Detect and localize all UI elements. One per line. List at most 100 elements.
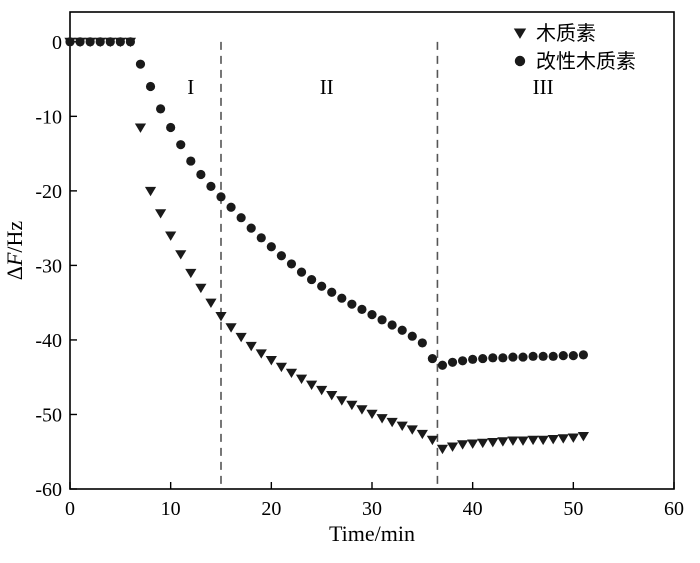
- triangle-marker: [134, 123, 147, 133]
- triangle-marker: [386, 417, 398, 428]
- circle-marker: [357, 304, 367, 314]
- triangle-marker: [457, 440, 469, 450]
- circle-marker: [256, 233, 266, 243]
- circle-marker: [276, 251, 286, 261]
- triangle-marker: [295, 374, 308, 385]
- triangle-marker: [487, 438, 499, 448]
- circle-marker: [437, 360, 448, 370]
- triangle-marker: [477, 438, 489, 449]
- region-label: I: [187, 75, 194, 99]
- circle-marker: [347, 299, 357, 309]
- circle-marker: [236, 213, 246, 223]
- circle-marker: [176, 140, 186, 150]
- triangle-marker: [513, 28, 527, 39]
- triangle-marker: [376, 414, 388, 424]
- circle-marker: [498, 353, 508, 363]
- x-tick-label: 0: [65, 498, 75, 520]
- legend-label: 木质素: [536, 21, 596, 45]
- x-tick-label: 60: [664, 498, 684, 520]
- triangle-marker: [396, 421, 408, 431]
- circle-marker: [478, 353, 488, 364]
- triangle-marker: [185, 268, 197, 279]
- circle-marker: [186, 156, 196, 166]
- triangle-marker: [175, 250, 187, 260]
- circle-marker: [367, 309, 377, 320]
- triangle-marker: [366, 409, 378, 420]
- triangle-marker: [316, 385, 328, 396]
- triangle-marker: [517, 436, 529, 446]
- triangle-marker: [406, 425, 418, 435]
- circle-marker: [296, 267, 307, 277]
- x-axis-label: Time/min: [329, 521, 415, 546]
- circle-marker: [75, 37, 85, 47]
- y-axis-label: ΔF/Hz: [2, 221, 27, 281]
- circle-marker: [538, 351, 548, 361]
- circle-marker: [196, 169, 206, 180]
- circle-marker: [166, 122, 176, 133]
- triangle-marker: [527, 435, 539, 446]
- circle-marker: [407, 331, 417, 341]
- circle-marker: [286, 259, 297, 269]
- circle-marker: [317, 281, 327, 291]
- circle-marker: [427, 353, 437, 364]
- circle-marker: [307, 274, 317, 285]
- triangle-marker: [446, 442, 459, 452]
- y-tick-label: -60: [35, 479, 62, 501]
- triangle-marker: [436, 444, 449, 455]
- triangle-marker: [275, 362, 287, 373]
- triangle-marker: [336, 396, 348, 406]
- circle-marker: [216, 192, 226, 202]
- circle-marker: [578, 350, 589, 360]
- circle-marker: [145, 81, 156, 92]
- circle-marker: [105, 37, 115, 47]
- triangle-marker: [497, 437, 509, 447]
- triangle-marker: [235, 332, 247, 343]
- circle-marker: [397, 325, 407, 335]
- y-tick-label: -20: [35, 181, 62, 203]
- triangle-marker: [346, 400, 358, 411]
- triangle-marker: [537, 435, 549, 446]
- circle-marker: [337, 293, 347, 303]
- y-tick-label: 0: [52, 32, 62, 54]
- triangle-marker: [265, 356, 277, 366]
- circle-marker: [206, 181, 216, 192]
- triangle-marker: [306, 380, 318, 390]
- circle-marker: [518, 352, 528, 362]
- x-tick-label: 40: [463, 498, 483, 520]
- triangle-marker: [547, 435, 559, 445]
- circle-marker: [558, 350, 568, 361]
- circle-marker: [548, 351, 558, 361]
- triangle-marker: [557, 434, 569, 444]
- triangle-marker: [285, 368, 298, 379]
- circle-marker: [377, 315, 387, 325]
- x-tick-label: 50: [563, 498, 583, 520]
- circle-marker: [458, 356, 468, 366]
- triangle-marker: [215, 312, 227, 322]
- triangle-marker: [567, 433, 579, 443]
- region-label: II: [320, 75, 334, 99]
- triangle-marker: [507, 436, 519, 446]
- y-tick-label: -10: [35, 106, 62, 128]
- circle-marker: [125, 37, 135, 47]
- circle-marker: [387, 320, 397, 330]
- circle-marker: [488, 353, 498, 363]
- legend-label: 改性木质素: [536, 49, 636, 73]
- circle-marker: [65, 37, 75, 47]
- triangle-marker: [155, 209, 167, 219]
- circle-marker: [95, 37, 105, 47]
- triangle-marker: [195, 283, 207, 294]
- triangle-marker: [144, 186, 157, 197]
- circle-marker: [447, 357, 458, 367]
- triangle-marker: [467, 439, 479, 449]
- circle-marker: [327, 287, 337, 297]
- triangle-marker: [577, 432, 589, 442]
- x-tick-label: 30: [362, 498, 382, 520]
- circle-marker: [115, 37, 125, 47]
- circle-marker: [568, 350, 578, 361]
- region-label: III: [533, 75, 554, 99]
- circle-marker: [514, 55, 526, 67]
- triangle-marker: [205, 298, 217, 308]
- x-tick-label: 10: [161, 498, 181, 520]
